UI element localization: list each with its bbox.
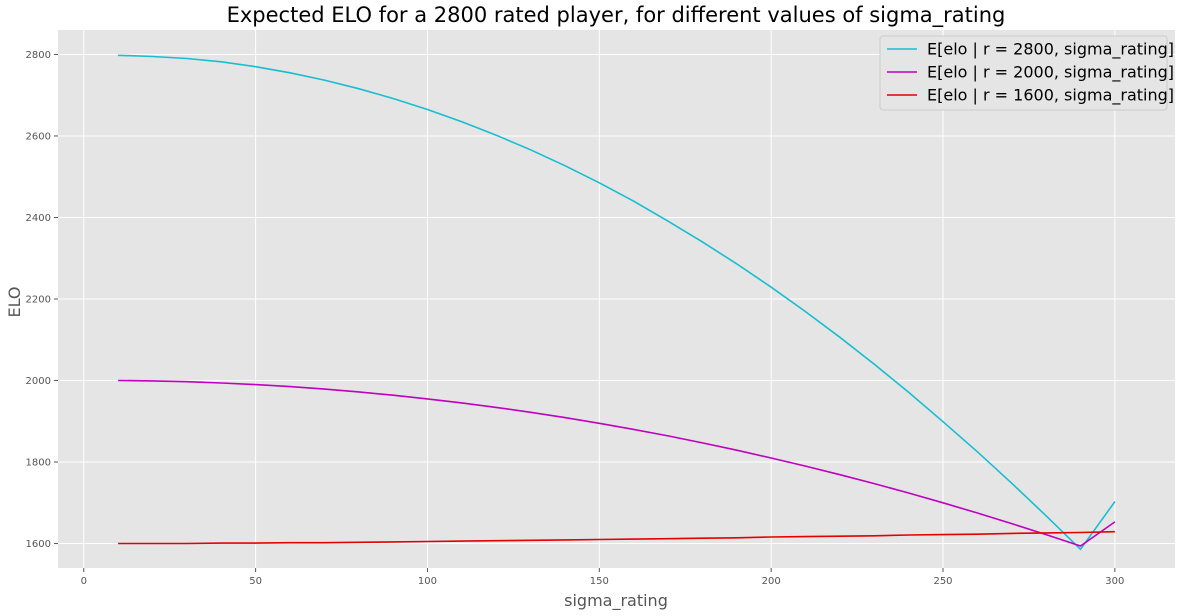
x-tick-label: 200 xyxy=(762,576,781,587)
chart-title: Expected ELO for a 2800 rated player, fo… xyxy=(227,3,1006,28)
x-tick-label: 150 xyxy=(590,576,609,587)
series-line-1 xyxy=(118,54,1116,551)
legend-label: E[elo | r = 2800, sigma_rating] xyxy=(927,40,1174,60)
x-tick-label: 300 xyxy=(1105,576,1124,587)
y-axis-label: ELO xyxy=(5,286,24,317)
series-lines xyxy=(118,54,1116,551)
y-tick-label: 2800 xyxy=(26,50,51,61)
y-tick-label: 1600 xyxy=(26,539,51,550)
y-tick-label: 1800 xyxy=(26,458,51,469)
legend: E[elo | r = 2800, sigma_rating] E[elo | r… xyxy=(879,35,1174,111)
tick-labels: 0 50 100 150 200 250 300 1600 1800 2000 2200 2400 26… xyxy=(26,50,1125,587)
x-tick-label: 0 xyxy=(81,576,87,587)
y-tick-label: 2600 xyxy=(26,131,51,142)
x-axis-label: sigma_rating xyxy=(564,591,668,611)
x-tick-label: 100 xyxy=(418,576,437,587)
y-tick-label: 2000 xyxy=(26,376,51,387)
legend-label: E[elo | r = 1600, sigma_rating] xyxy=(927,86,1174,106)
legend-label: E[elo | r = 2000, sigma_rating] xyxy=(927,63,1174,83)
series-line-3 xyxy=(118,530,1115,545)
x-tick-label: 50 xyxy=(249,576,262,587)
series-line-2 xyxy=(118,379,1116,547)
y-tick-label: 2400 xyxy=(26,213,51,224)
x-tick-label: 250 xyxy=(933,576,952,587)
legend-box xyxy=(879,35,1168,111)
y-tick-label: 2200 xyxy=(26,295,51,306)
